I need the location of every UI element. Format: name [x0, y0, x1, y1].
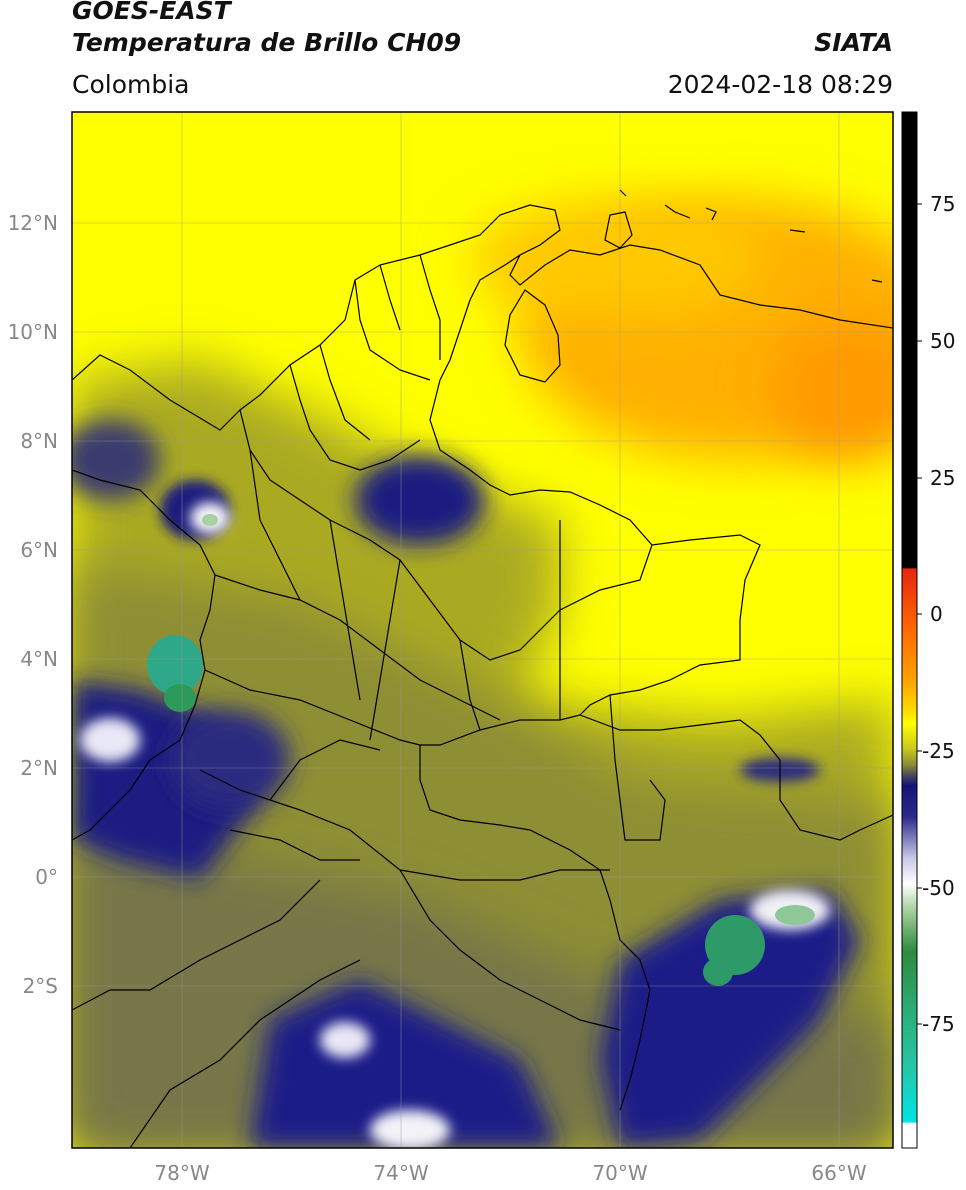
lat-tick-label: 12°N [8, 211, 58, 235]
colorbar-ramp [901, 111, 918, 1149]
lat-tick-label: 6°N [20, 538, 58, 562]
region-label: Colombia [72, 70, 190, 99]
colorbar: 75 50 25 0 -25 -50 -75 [901, 111, 955, 1149]
lat-tick-label: 8°N [20, 429, 58, 453]
colorbar-tick-label: -75 [922, 1012, 955, 1036]
datetime-label: 2024-02-18 08:29 [667, 70, 893, 99]
brightness-temperature-field [72, 112, 893, 1148]
lat-tick-labels: 12°N 10°N 8°N 6°N 4°N 2°N 0° 2°S [8, 211, 58, 998]
title-satellite: GOES-EAST [72, 0, 231, 25]
lon-tick-label: 66°W [811, 1161, 866, 1185]
map-frame [71, 111, 894, 1149]
lon-tick-label: 70°W [592, 1161, 647, 1185]
gridlines [72, 112, 893, 1148]
colorbar-tick-label: 25 [930, 466, 955, 490]
source-label: SIATA [814, 28, 893, 57]
title-product: Temperatura de Brillo CH09 [72, 28, 462, 57]
lat-tick-label: 0° [35, 865, 58, 889]
colorbar-tick-label: 75 [930, 192, 955, 216]
country-boundaries [72, 189, 893, 1148]
colorbar-tick-label: -50 [922, 876, 955, 900]
lon-tick-label: 78°W [154, 1161, 209, 1185]
colorbar-tick-label: 50 [930, 329, 955, 353]
lon-tick-label: 74°W [373, 1161, 428, 1185]
lat-tick-label: 2°N [20, 756, 58, 780]
lon-tick-labels: 78°W 74°W 70°W 66°W [154, 1161, 866, 1185]
lat-tick-label: 2°S [23, 974, 58, 998]
colorbar-tick-label: 0 [930, 602, 943, 626]
lat-tick-label: 4°N [20, 647, 58, 671]
colorbar-tick-label: -25 [922, 739, 955, 763]
lat-tick-label: 10°N [8, 320, 58, 344]
